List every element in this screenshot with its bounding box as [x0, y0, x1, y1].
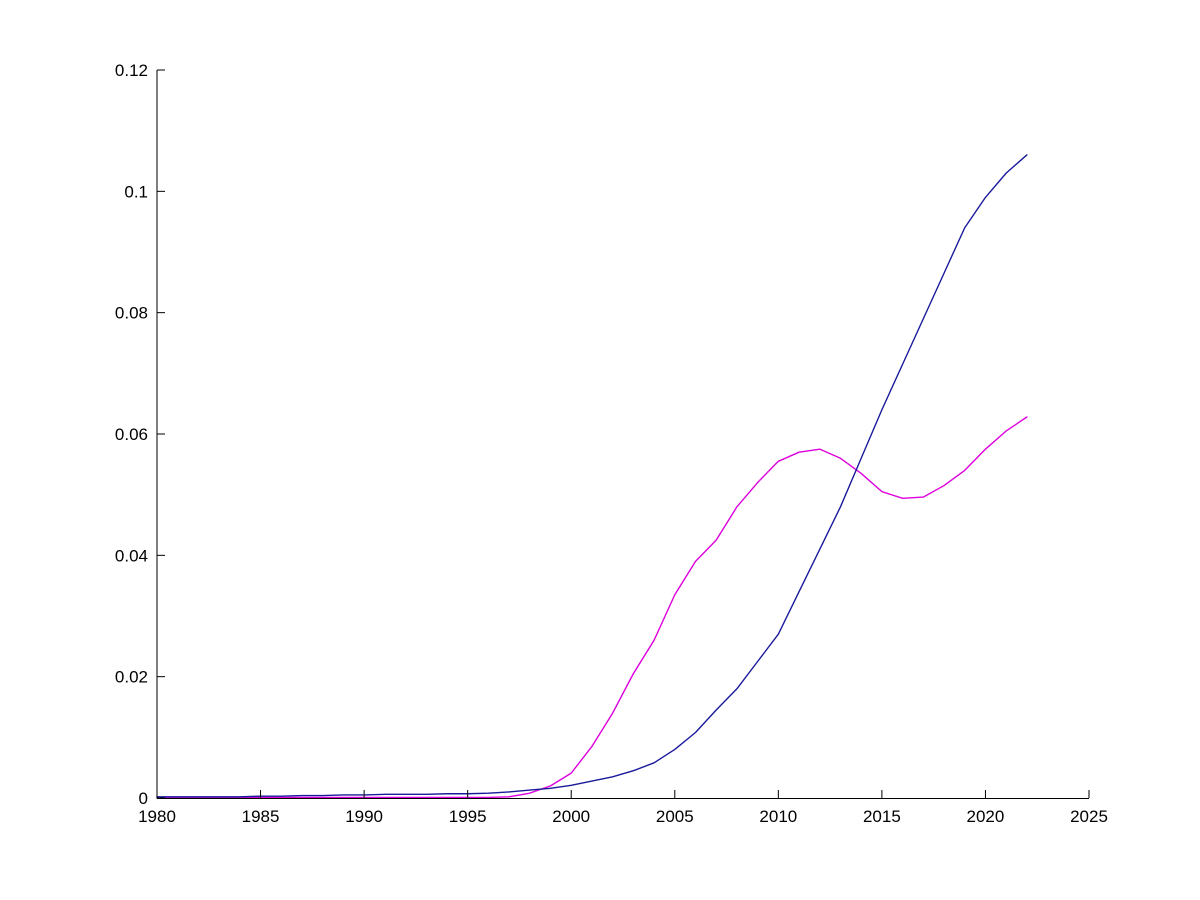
y-tick-label: 0.06: [115, 425, 148, 444]
x-tick-label: 2025: [1070, 807, 1108, 826]
x-tick-label: 2005: [656, 807, 694, 826]
x-tick-label: 1985: [242, 807, 280, 826]
y-tick-label: 0: [139, 789, 148, 808]
y-tick-label: 0.04: [115, 546, 148, 565]
y-tick-label: 0.08: [115, 304, 148, 323]
blue-line: [156, 154, 1028, 798]
x-tick-label: 2000: [552, 807, 590, 826]
x-tick-label: 2010: [759, 807, 797, 826]
x-tick-label: 1980: [138, 807, 176, 826]
x-tick-label: 1990: [345, 807, 383, 826]
magenta-line: [156, 416, 1028, 799]
x-tick-label: 2020: [967, 807, 1005, 826]
y-tick-label: 0.1: [124, 182, 148, 201]
x-tick-label: 1995: [449, 807, 487, 826]
x-tick-label: 2015: [863, 807, 901, 826]
y-tick-label: 0.12: [115, 61, 148, 80]
y-tick-label: 0.02: [115, 668, 148, 687]
